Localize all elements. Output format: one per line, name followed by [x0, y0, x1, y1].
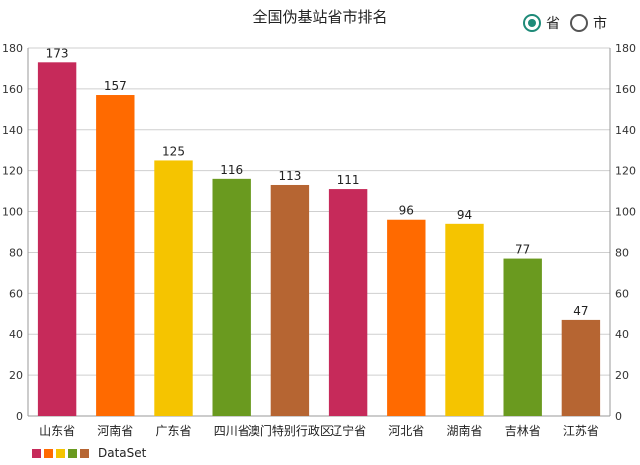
legend-swatch-3 — [56, 448, 65, 458]
y-tick-label-right: 20 — [615, 369, 629, 382]
x-tick-label: 河北省 — [388, 424, 424, 438]
y-tick-label-left: 80 — [9, 246, 23, 259]
bar — [328, 189, 368, 416]
y-tick-label-right: 180 — [615, 42, 636, 55]
bar-value-label: 96 — [399, 204, 414, 218]
province-radio[interactable]: 省 — [523, 11, 560, 35]
x-tick-label: 四川省 — [214, 424, 250, 438]
bar-value-label: 157 — [104, 79, 127, 93]
y-tick-label-left: 40 — [9, 328, 23, 341]
bar — [387, 219, 426, 416]
province-radio-label: 省 — [546, 16, 560, 32]
y-tick-label-left: 20 — [9, 369, 23, 382]
bar — [445, 223, 484, 416]
radio-unselected-icon — [570, 14, 588, 32]
bar — [561, 319, 601, 416]
bar — [503, 258, 542, 416]
bar — [270, 184, 310, 416]
bar-value-label: 116 — [220, 163, 243, 177]
x-tick-label: 辽宁省 — [330, 423, 366, 438]
legend-swatch-1 — [32, 448, 41, 458]
x-tick-label: 河南省 — [97, 423, 133, 438]
y-tick-label-left: 120 — [2, 165, 23, 178]
y-tick-label-right: 60 — [615, 287, 629, 300]
legend-swatch-2 — [44, 448, 53, 458]
y-tick-label-left: 160 — [2, 83, 23, 96]
chart-title: 全国伪基站省市排名 — [252, 8, 388, 26]
x-tick-label: 广东省 — [155, 424, 191, 438]
y-tick-label-left: 100 — [2, 206, 23, 219]
y-tick-label-left: 140 — [2, 124, 23, 137]
legend-swatch-5 — [80, 448, 89, 458]
bar-value-label: 113 — [278, 169, 301, 183]
x-tick-label: 山东省 — [39, 424, 75, 438]
bar-value-label: 77 — [515, 243, 530, 257]
bar-value-label: 47 — [573, 304, 588, 318]
y-tick-label-right: 140 — [615, 124, 636, 137]
bar-value-label: 125 — [162, 144, 185, 158]
x-tick-label: 江苏省 — [563, 424, 599, 438]
y-tick-label-right: 80 — [615, 246, 629, 259]
y-tick-label-left: 60 — [9, 287, 23, 300]
y-tick-label-right: 120 — [615, 165, 636, 178]
y-tick-label-right: 160 — [615, 83, 636, 96]
legend-label: DataSet — [98, 446, 147, 460]
bar — [212, 178, 251, 416]
city-radio[interactable]: 市 — [570, 11, 607, 35]
bar-value-label: 111 — [337, 173, 360, 187]
radio-selected-icon — [523, 14, 541, 32]
x-tick-label: 湖南省 — [446, 423, 482, 438]
bar-value-label: 94 — [457, 208, 472, 222]
bar — [96, 95, 135, 417]
legend-swatch-4 — [68, 448, 77, 458]
city-radio-label: 市 — [593, 16, 607, 32]
y-tick-label-left: 0 — [16, 410, 23, 423]
y-tick-label-right: 100 — [615, 206, 636, 219]
bar — [154, 160, 193, 416]
x-tick-label: 澳门特别行政区 — [248, 423, 332, 438]
y-tick-label-left: 180 — [2, 42, 23, 55]
bar-value-label: 173 — [46, 46, 69, 60]
chart-legend: DataSet — [32, 446, 146, 460]
bar — [37, 62, 77, 417]
y-tick-label-right: 40 — [615, 328, 629, 341]
x-tick-label: 吉林省 — [505, 424, 541, 438]
y-tick-label-right: 0 — [615, 410, 622, 423]
